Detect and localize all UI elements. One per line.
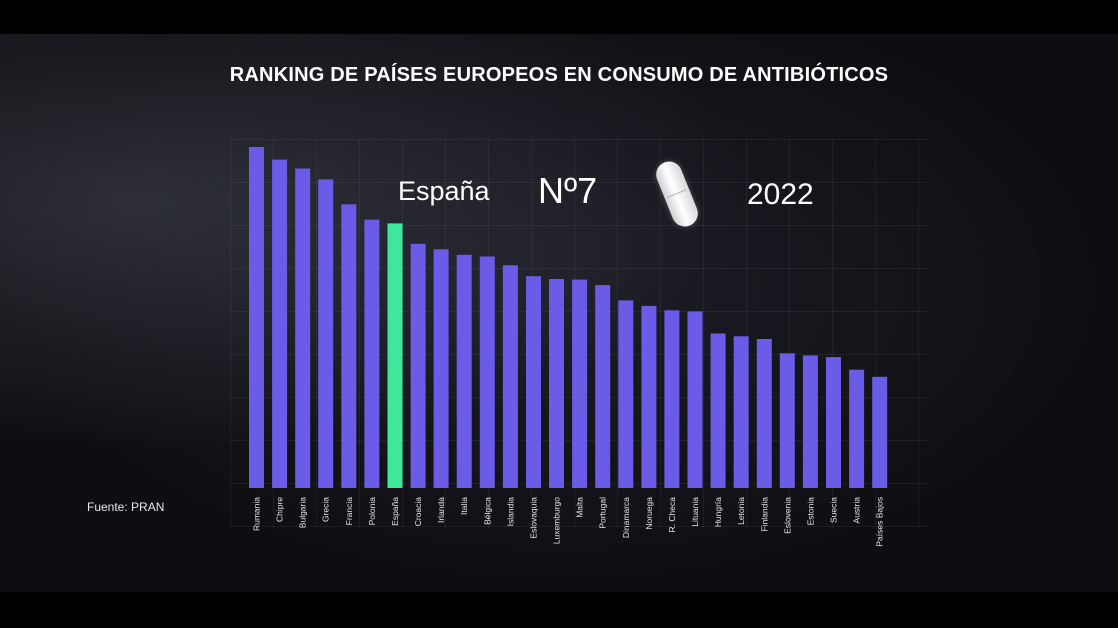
x-tick-label: Portugal [598,497,608,529]
bar-austria [849,369,865,488]
bar-lituania [687,311,703,488]
x-tick-label: Dinamarca [621,497,631,538]
x-tick-label: Rumania [252,497,262,531]
bar-estonia [802,355,818,488]
letterbox-bottom [0,592,1118,628]
x-tick-label: Noruega [644,497,654,530]
bar-grecia [318,179,334,488]
x-tick-label: Bélgica [482,497,492,525]
bar-eslovenia [779,353,795,488]
x-tick-label: Italia [459,497,469,515]
x-tick-label: Irlanda [436,497,446,523]
bar-españa [387,223,403,488]
x-tick-label: Eslovenia [782,497,792,534]
bar-suecia [826,357,841,488]
x-tick-label: Croacia [413,497,423,527]
bar-hungría [710,333,726,488]
x-tick-label: Grecia [321,497,331,522]
x-tick-label: R. Checa [667,497,677,533]
bar-polonia [364,219,380,488]
chart-title: RANKING DE PAÍSES EUROPEOS EN CONSUMO DE… [229,64,889,86]
x-tick-label: Austria [852,497,862,524]
bar-malta [572,279,588,488]
bar-letonia [733,336,749,488]
highlight-year-label: 2022 [747,178,814,211]
source-label: Fuente: PRAN [87,500,165,514]
x-tick-label: Francia [344,497,354,526]
bar-eslovaquia [526,276,541,488]
letterbox-top [0,0,1118,34]
bar-italia [456,254,472,488]
bar-croacia [410,243,426,488]
bar-rumania [249,147,264,488]
bar-r-checa [664,310,680,488]
bar-chipre [272,159,288,488]
x-tick-label: Finlandia [759,497,769,532]
highlight-country-label: España [398,176,490,206]
x-tick-label: España [390,497,400,526]
x-tick-label: Malta [575,497,585,518]
x-tick-label: Lituania [690,497,700,527]
x-tick-label: Eslovaquia [529,497,539,539]
x-tick-label: Chipre [275,497,285,522]
bar-francia [341,204,357,489]
x-tick-label: Polonia [367,497,377,526]
bar-países-bajos [872,376,888,488]
x-tick-label: Hungría [713,497,723,528]
bar-irlanda [433,249,449,488]
x-tick-label: Islandia [505,497,515,527]
bar-islandia [502,265,518,488]
x-tick-label: Suecia [829,497,839,523]
bar-dinamarca [618,300,634,488]
bar-portugal [595,285,611,488]
bar-bélgica [479,256,495,488]
x-tick-label: Estonia [805,497,815,526]
x-tick-label: Luxemburgo [552,497,562,545]
x-tick-label: Países Bajos [875,497,885,547]
x-tick-label: Letonia [736,497,746,525]
bar-bulgaria [295,168,311,488]
bar-finlandia [756,339,772,488]
x-tick-label: Bulgaria [298,497,308,528]
bar-luxemburgo [549,279,564,488]
highlight-rank-label: Nº7 [538,170,598,211]
bar-noruega [641,305,657,488]
